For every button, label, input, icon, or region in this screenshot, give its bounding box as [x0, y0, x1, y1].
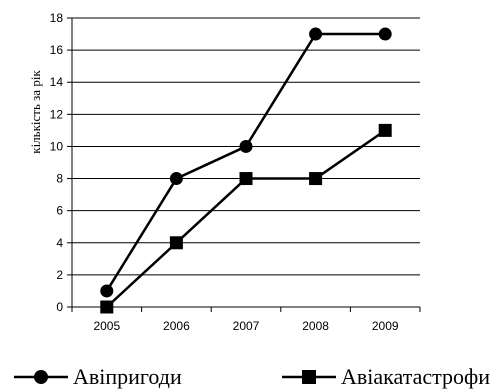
y-tick-label: 6	[56, 204, 63, 218]
legend-label: Авіпригоди	[73, 364, 182, 389]
data-point	[239, 172, 253, 186]
axes	[67, 17, 421, 312]
y-tick-label: 18	[50, 11, 64, 25]
legend-marker	[302, 370, 316, 384]
series-circle	[100, 27, 392, 298]
series-square	[100, 123, 392, 314]
y-tick-label: 0	[56, 300, 63, 314]
legend: Авіпригоди Авіакатастрофи	[14, 364, 490, 389]
legend-item: Авіакатастрофи	[282, 364, 490, 389]
data-point	[378, 27, 392, 41]
y-axis-label: кількість за рік	[28, 70, 43, 154]
x-tick-label: 2005	[93, 319, 120, 333]
data-point	[100, 284, 114, 298]
y-tick-label: 4	[56, 236, 63, 250]
series-line	[105, 32, 386, 292]
y-tick-label: 10	[50, 139, 64, 153]
legend-item: Авіпригоди	[14, 364, 182, 389]
data-point	[309, 172, 323, 186]
y-tick-label: 14	[50, 75, 64, 89]
series-line	[105, 129, 386, 308]
x-tick-label: 2009	[372, 319, 399, 333]
series-group	[100, 27, 392, 314]
y-tick-label: 16	[50, 43, 64, 57]
legend-marker	[34, 370, 48, 384]
y-tick-label: 12	[50, 107, 64, 121]
data-point	[100, 300, 114, 314]
data-point	[169, 172, 183, 186]
legend-label: Авіакатастрофи	[341, 364, 490, 389]
data-point	[309, 27, 323, 41]
x-tick-label: 2006	[163, 319, 190, 333]
data-point	[169, 236, 183, 250]
x-tick-label: 2007	[233, 319, 260, 333]
x-tick-labels: 2005 2006 2007 2008 2009	[93, 319, 398, 333]
y-tick-labels: 0 2 4 6 8 10 12 14 16 18	[50, 11, 64, 314]
data-point	[378, 123, 392, 137]
y-tick-label: 8	[56, 172, 63, 186]
y-tick-label: 2	[56, 268, 63, 282]
data-point	[239, 139, 253, 153]
x-tick-label: 2008	[302, 319, 329, 333]
